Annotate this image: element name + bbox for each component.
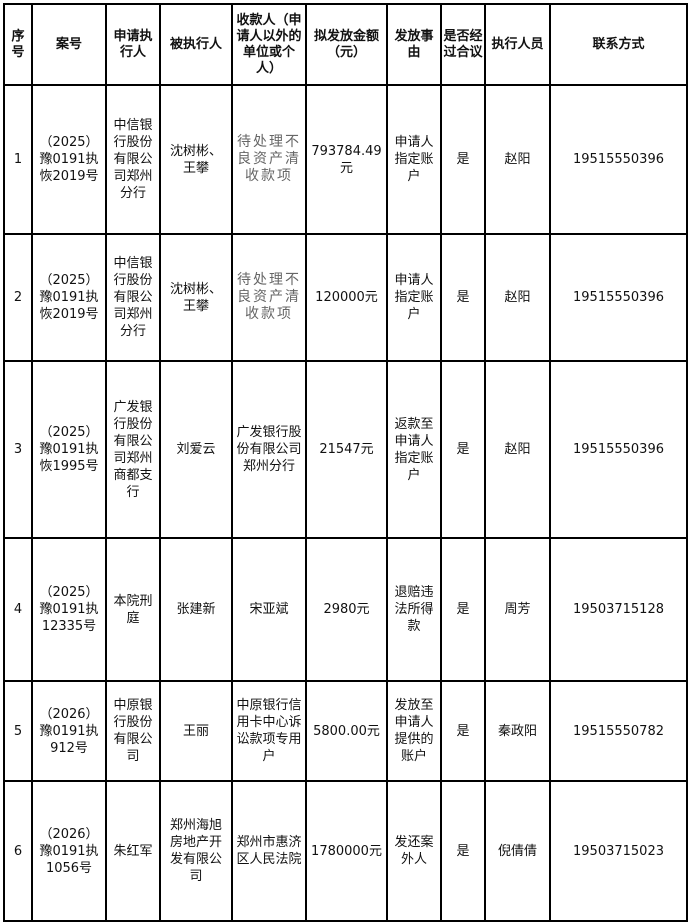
cell-collegial: 是	[440, 680, 486, 782]
cell-reason: 退赔违法所得款	[386, 537, 442, 682]
cell-collegial: 是	[440, 537, 486, 682]
cell-amount: 5800.00元	[305, 680, 388, 782]
cell-applicant: 中原银行股份有限公司	[105, 680, 161, 782]
cell-reason: 申请人指定账户	[386, 233, 442, 362]
cell-respondent: 郑州海旭房地产开发有限公司	[159, 780, 233, 922]
cell-collegial: 是	[440, 360, 486, 539]
header-case: 案号	[31, 3, 107, 86]
table-row: 5 （2026）豫0191执912号 中原银行股份有限公司 王丽 中原银行信用卡中心诉讼…	[3, 680, 688, 782]
cell-applicant: 中信银行股份有限公司郑州分行	[105, 233, 161, 362]
table-row: 4 （2025）豫0191执12335号 本院刑庭 张建新 宋亚斌 2980元 退赔违法所得…	[3, 537, 688, 682]
cell-no: 2	[3, 233, 33, 362]
cell-officer: 赵阳	[484, 233, 551, 362]
cell-amount: 2980元	[305, 537, 388, 682]
header-respondent: 被执行人	[159, 3, 233, 86]
table-row: 2 （2025）豫0191执恢2019号 中信银行股份有限公司郑州分行 沈树彬、王攀待…	[3, 233, 688, 362]
cell-reason: 返款至申请人指定账户	[386, 360, 442, 539]
cell-contact: 19515550396	[549, 360, 688, 539]
header-officer: 执行人员	[484, 3, 551, 86]
cell-collegial: 是	[440, 84, 486, 235]
disbursement-table: 序号 案号 申请执行人 被执行人 收款人（申请人以外的单位或个人） 拟发放金额（…	[3, 3, 688, 922]
cell-amount: 21547元	[305, 360, 388, 539]
cell-payee: 广发银行股份有限公司郑州分行	[231, 360, 307, 539]
cell-contact: 19503715128	[549, 537, 688, 682]
cell-officer: 赵阳	[484, 84, 551, 235]
cell-respondent: 王丽	[159, 680, 233, 782]
header-collegial: 是否经过合议	[440, 3, 486, 86]
cell-no: 4	[3, 537, 33, 682]
cell-amount: 120000元	[305, 233, 388, 362]
cell-no: 3	[3, 360, 33, 539]
cell-contact: 19503715023	[549, 780, 688, 922]
cell-collegial: 是	[440, 233, 486, 362]
cell-collegial: 是	[440, 780, 486, 922]
cell-amount: 1780000元	[305, 780, 388, 922]
cell-officer: 赵阳	[484, 360, 551, 539]
cell-officer: 周芳	[484, 537, 551, 682]
cell-officer: 倪倩倩	[484, 780, 551, 922]
cell-reason: 申请人指定账户	[386, 84, 442, 235]
cell-respondent: 沈树彬、王攀	[159, 84, 233, 235]
cell-case: （2025）豫0191执恢2019号	[31, 84, 107, 235]
cell-reason: 发还案外人	[386, 780, 442, 922]
cell-applicant: 中信银行股份有限公司郑州分行	[105, 84, 161, 235]
header-amount: 拟发放金额（元）	[305, 3, 388, 86]
cell-case: （2025）豫0191执恢1995号	[31, 360, 107, 539]
cell-applicant: 本院刑庭	[105, 537, 161, 682]
cell-no: 6	[3, 780, 33, 922]
cell-applicant: 朱红军	[105, 780, 161, 922]
cell-payee: 郑州市惠济区人民法院	[231, 780, 307, 922]
cell-case: （2025）豫0191执12335号	[31, 537, 107, 682]
cell-respondent: 张建新	[159, 537, 233, 682]
header-contact: 联系方式	[549, 3, 688, 86]
header-reason: 发放事由	[386, 3, 442, 86]
cell-payee: 宋亚斌	[231, 537, 307, 682]
header-applicant: 申请执行人	[105, 3, 161, 86]
cell-no: 1	[3, 84, 33, 235]
cell-case: （2026）豫0191执1056号	[31, 780, 107, 922]
table-row: 6 （2026）豫0191执1056号 朱红军 郑州海旭房地产开发有限公司 郑州市惠济区…	[3, 780, 688, 922]
cell-contact: 19515550396	[549, 84, 688, 235]
header-payee: 收款人（申请人以外的单位或个人）	[231, 3, 307, 86]
cell-applicant: 广发银行股份有限公司郑州商都支行	[105, 360, 161, 539]
cell-no: 5	[3, 680, 33, 782]
cell-case: （2026）豫0191执912号	[31, 680, 107, 782]
cell-payee: 待处理不良资产清收款项	[231, 233, 307, 362]
header-row: 序号 案号 申请执行人 被执行人 收款人（申请人以外的单位或个人） 拟发放金额（…	[3, 3, 688, 86]
cell-payee: 中原银行信用卡中心诉讼款项专用户	[231, 680, 307, 782]
cell-respondent: 沈树彬、王攀	[159, 233, 233, 362]
cell-officer: 秦政阳	[484, 680, 551, 782]
table-row: 1 （2025）豫0191执恢2019号 中信银行股份有限公司郑州分行 沈树彬、王攀待…	[3, 84, 688, 235]
cell-amount: 793784.49元	[305, 84, 388, 235]
table-row: 3 （2025）豫0191执恢1995号 广发银行股份有限公司郑州商都支行 刘爱云 广发…	[3, 360, 688, 539]
cell-reason: 发放至申请人提供的账户	[386, 680, 442, 782]
header-no: 序号	[3, 3, 33, 86]
cell-contact: 19515550782	[549, 680, 688, 782]
cell-case: （2025）豫0191执恢2019号	[31, 233, 107, 362]
cell-payee: 待处理不良资产清收款项	[231, 84, 307, 235]
cell-contact: 19515550396	[549, 233, 688, 362]
cell-respondent: 刘爱云	[159, 360, 233, 539]
